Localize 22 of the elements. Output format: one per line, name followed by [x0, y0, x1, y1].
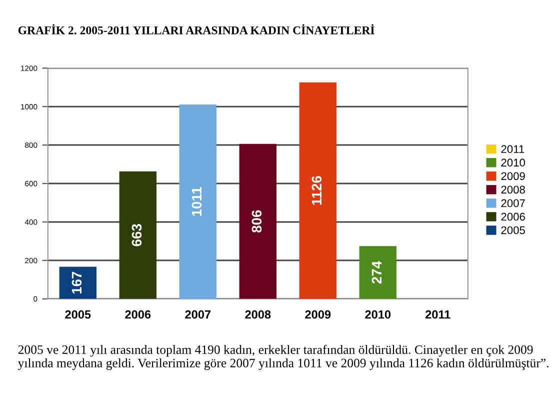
data-label: 806	[252, 210, 262, 233]
legend-label: 2007	[501, 199, 525, 208]
x-tick-label: 2006	[125, 310, 151, 319]
legend-label: 2009	[501, 172, 525, 180]
x-tick-label: 2008	[245, 310, 271, 319]
legend-label: 2006	[501, 212, 525, 221]
text: 2005 ve 2011 yılı arasında toplam 4190 kadın, erkekler tarafından öldürüldü. Cinayetler en çok 2009 yılında meydana geldi. Verilerimize göre 2007 yılında 1011 ve 2009 yılında 1126 kadın öldürülmüştür”.	[18, 344, 548, 370]
data-label: 167	[72, 272, 82, 294]
legend-label: 2011	[501, 145, 524, 154]
x-tick-label: 2011	[425, 310, 450, 319]
data-label: 663	[132, 224, 142, 246]
x-tick-label: 2005	[65, 310, 91, 319]
x-tick-label: 2009	[305, 310, 331, 319]
chart-title: GRAFİK 2. 2005-2011 YILLARI ARASINDA KADIN CİNAYETLERİ	[18, 24, 374, 34]
x-tick-label: 2010	[365, 310, 391, 319]
legend-label: 2010	[501, 158, 526, 167]
data-label: 274	[372, 261, 382, 284]
legend-label: 2005	[501, 226, 525, 234]
legend-label: 2008	[501, 186, 525, 194]
data-label: 1011	[192, 186, 202, 216]
x-tick-label: 2007	[185, 310, 211, 319]
data-label: 1126	[312, 176, 322, 205]
